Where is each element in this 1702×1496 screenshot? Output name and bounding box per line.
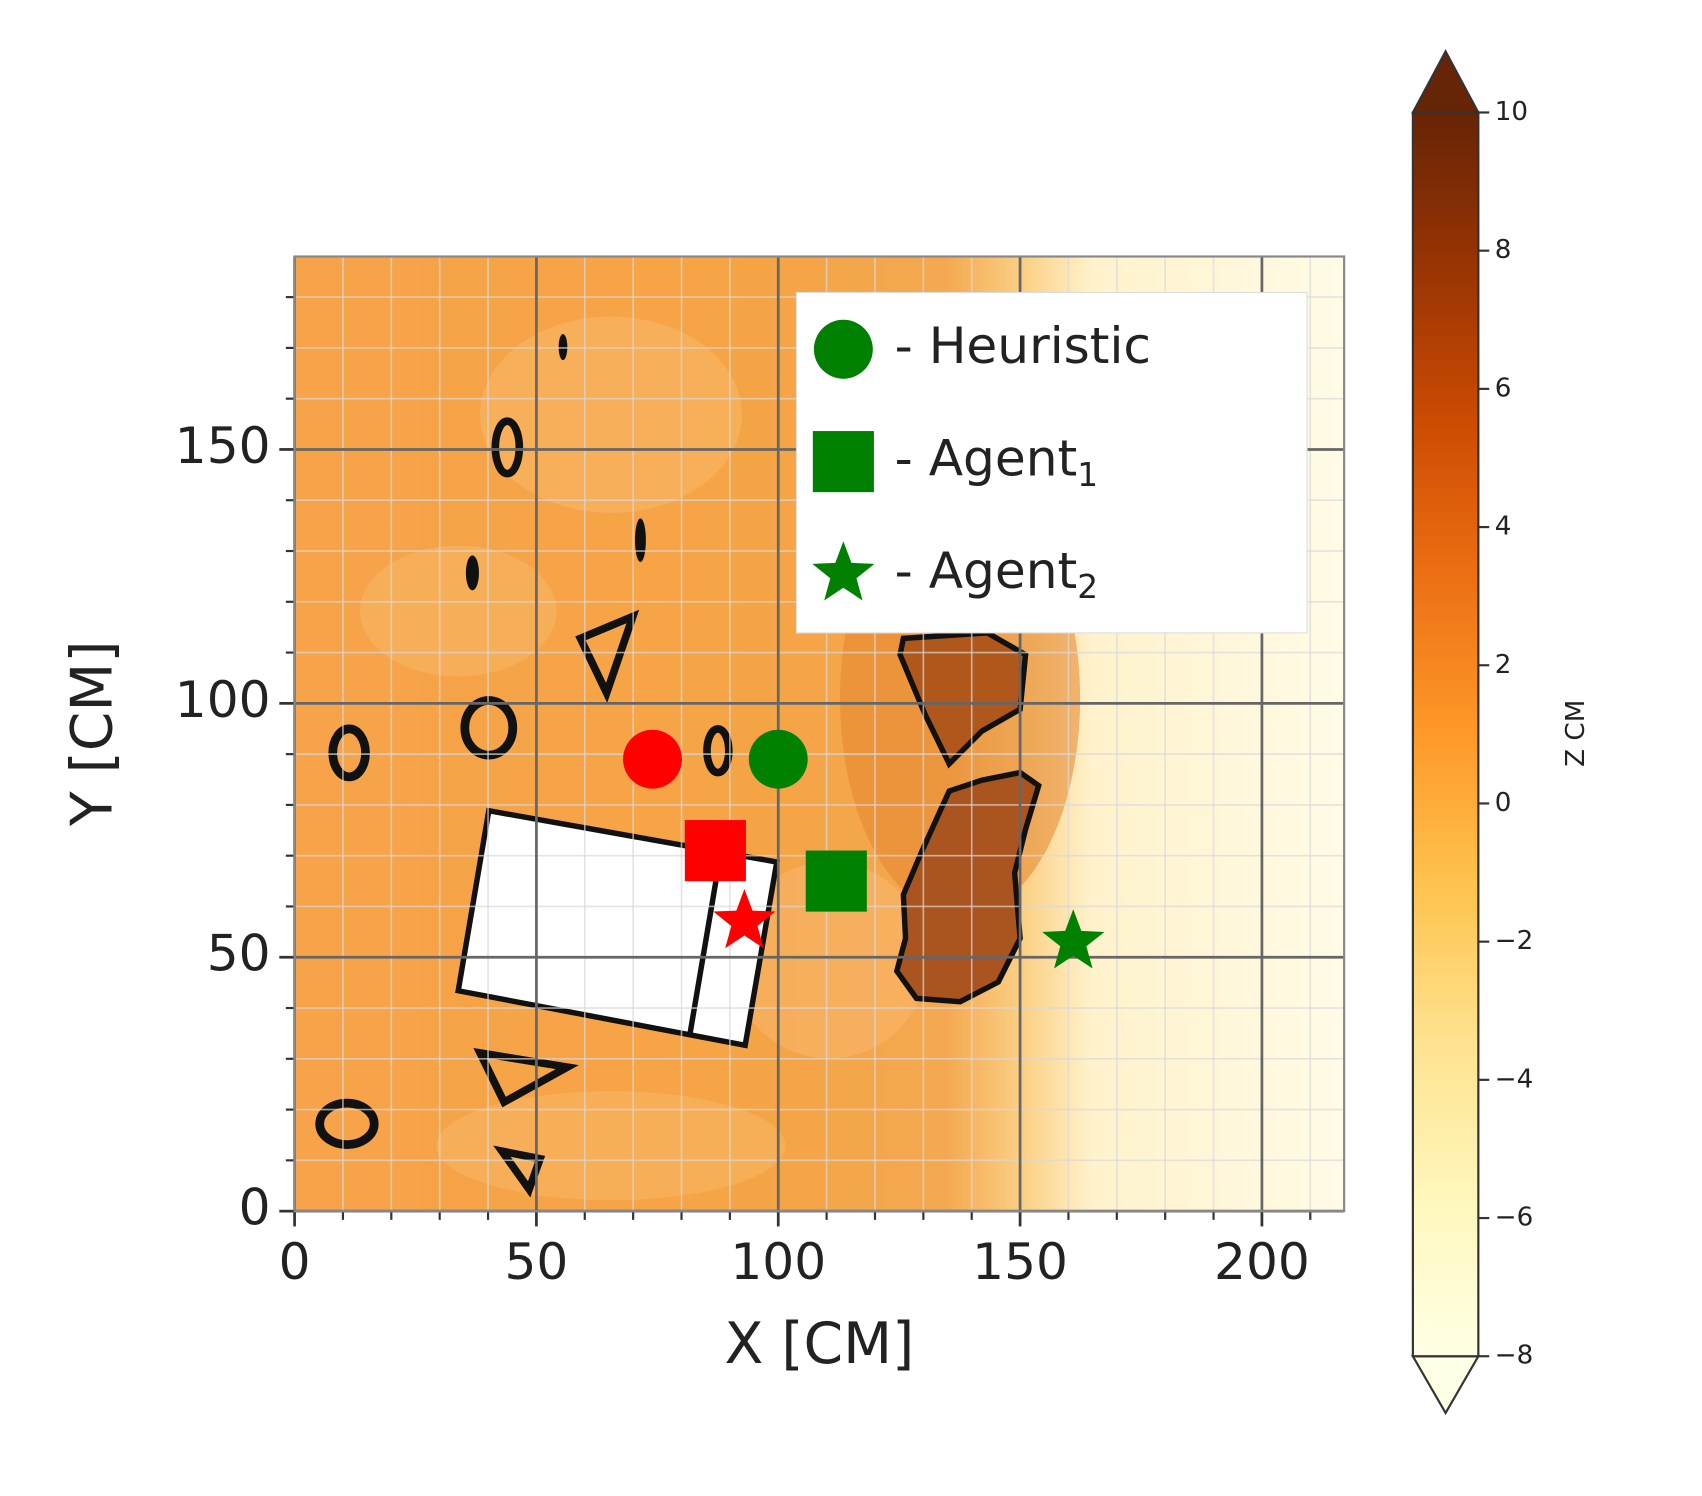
colorbar-tick-label: 10 [1495, 97, 1528, 127]
colorbar-label: Z CM [1561, 700, 1591, 767]
x-tick-label: 100 [730, 1232, 826, 1291]
colorbar-tick-label: −6 [1495, 1203, 1534, 1233]
marker-star [1042, 909, 1105, 969]
colorbar [1411, 111, 1480, 1358]
colorbar-extend-low [1410, 1355, 1481, 1416]
marker-circle [748, 729, 808, 789]
x-axis-label: X [CM] [725, 1311, 915, 1377]
colorbar-tick-label: 4 [1495, 512, 1512, 542]
legend-box [795, 291, 1308, 634]
y-tick-label: 0 [239, 1178, 271, 1237]
legend-label: - Heuristic [895, 316, 1151, 375]
x-tick-label: 0 [279, 1232, 311, 1291]
y-tick-label: 150 [175, 416, 271, 475]
legend-subscript: 2 [1077, 568, 1098, 606]
legend-name: - Agent [895, 428, 1078, 487]
legend-label: - Agent1 [895, 428, 1098, 494]
colorbar-tick-label: −2 [1495, 926, 1534, 956]
legend-subscript: 1 [1077, 456, 1098, 494]
marker-square [684, 820, 746, 882]
legend-name: - Heuristic [895, 316, 1151, 375]
x-tick-label: 50 [504, 1232, 568, 1291]
colorbar-tick-label: 8 [1495, 235, 1512, 265]
marker-star [812, 541, 875, 601]
legend-label: - Agent2 [895, 540, 1098, 606]
marker-circle [623, 729, 682, 789]
marker-square [812, 431, 874, 493]
legend: - Heuristic- Agent1- Agent2 [812, 316, 1151, 606]
plot-frame [293, 255, 1346, 1213]
colorbar-tick-label: 6 [1495, 373, 1512, 403]
y-axis-label: Y [CM] [60, 641, 126, 827]
colorbar-tick-label: −8 [1495, 1341, 1534, 1371]
legend-name: - Agent [895, 540, 1078, 599]
marker-square [805, 850, 867, 912]
y-tick-label: 100 [175, 670, 271, 729]
marker-circle [813, 319, 873, 379]
x-tick-label: 200 [1214, 1232, 1310, 1291]
colorbar-tick-label: 0 [1495, 788, 1512, 818]
x-tick-label: 150 [972, 1232, 1068, 1291]
colorbar-tick-label: 2 [1495, 650, 1512, 680]
colorbar-tick-label: −4 [1495, 1064, 1534, 1094]
y-tick-label: 50 [207, 924, 271, 983]
colorbar-extend-high [1411, 49, 1481, 114]
marker-star [713, 888, 776, 949]
